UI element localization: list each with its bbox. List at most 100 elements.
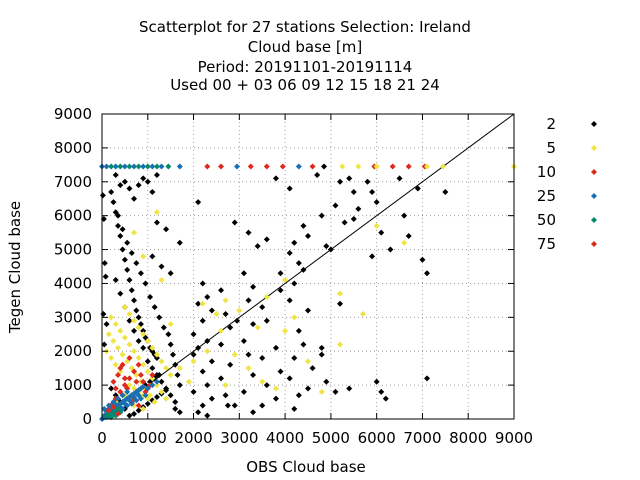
diagonal-line — [101, 113, 515, 420]
data-point — [373, 163, 380, 170]
data-point — [359, 310, 366, 317]
data-point — [350, 188, 357, 195]
legend-marker — [591, 193, 597, 199]
data-point — [144, 338, 151, 345]
data-point — [163, 395, 170, 402]
data-point — [234, 163, 241, 170]
data-point — [100, 310, 107, 317]
data-point — [115, 212, 122, 219]
data-point — [153, 163, 160, 170]
data-point — [401, 212, 408, 219]
data-point — [115, 405, 122, 412]
data-point — [204, 382, 211, 389]
data-point — [401, 239, 408, 246]
data-point — [102, 407, 109, 414]
data-point — [240, 270, 247, 277]
data-point — [167, 371, 174, 378]
data-point — [263, 317, 270, 324]
data-point — [218, 375, 225, 382]
data-point — [350, 216, 357, 223]
data-point — [144, 358, 151, 365]
data-point — [108, 385, 115, 392]
data-point — [140, 175, 147, 182]
x-tick-label: 0 — [97, 429, 107, 447]
data-point — [355, 205, 362, 212]
data-point — [117, 290, 124, 297]
data-point — [332, 388, 339, 395]
data-point — [272, 175, 279, 182]
data-point — [259, 378, 266, 385]
data-point — [158, 388, 165, 395]
data-point — [291, 355, 298, 361]
data-point — [140, 327, 147, 334]
data-point — [185, 378, 192, 385]
plot-frame — [101, 113, 515, 420]
data-point — [135, 402, 142, 409]
data-point — [195, 409, 202, 416]
data-point — [295, 392, 302, 399]
data-point — [112, 321, 119, 328]
data-point — [153, 172, 160, 178]
data-point — [195, 344, 202, 351]
data-point — [158, 263, 165, 270]
data-point — [140, 163, 147, 170]
data-point — [169, 351, 176, 358]
data-point — [115, 371, 122, 378]
data-point — [124, 385, 131, 392]
data-point — [355, 163, 362, 170]
data-point — [140, 383, 147, 390]
data-point — [286, 297, 293, 304]
data-point — [135, 314, 142, 321]
data-point — [156, 371, 163, 378]
data-point — [140, 331, 147, 338]
data-point — [204, 348, 211, 355]
data-point — [142, 392, 149, 399]
data-point — [305, 385, 311, 392]
y-tick-label: 0 — [82, 410, 92, 428]
data-point — [144, 385, 151, 392]
data-point — [126, 277, 133, 284]
x-tick-label: 9000 — [495, 429, 533, 447]
data-point — [231, 351, 238, 358]
data-point — [131, 195, 138, 202]
data-point — [291, 405, 298, 412]
data-point — [208, 395, 215, 402]
data-point — [176, 365, 183, 372]
data-point — [147, 392, 154, 399]
data-point — [153, 209, 160, 216]
data-point — [149, 253, 156, 260]
data-point — [396, 175, 403, 182]
data-point — [309, 365, 316, 372]
data-point — [131, 229, 138, 236]
title-line-2: Cloud base [m] — [248, 38, 362, 56]
y-tick-label: 7000 — [54, 173, 92, 191]
data-point — [144, 178, 151, 185]
x-tick-label: 7000 — [403, 429, 441, 447]
y-tick-label: 2000 — [54, 342, 92, 360]
data-point — [382, 395, 389, 402]
data-point — [277, 368, 284, 375]
data-point — [135, 182, 142, 189]
data-point — [167, 321, 174, 328]
data-point — [158, 378, 165, 385]
data-point — [153, 393, 160, 400]
x-tick-label: 1000 — [129, 429, 167, 447]
data-point — [190, 331, 197, 338]
grid-lines — [102, 114, 514, 419]
data-point — [300, 341, 307, 348]
data-point — [282, 327, 289, 334]
diagonal-layer — [101, 113, 515, 420]
data-point — [133, 307, 140, 314]
data-point — [204, 412, 211, 419]
data-point — [314, 172, 321, 178]
data-point — [245, 351, 252, 358]
data-point — [153, 378, 160, 385]
x-tick-label: 6000 — [358, 429, 396, 447]
cap-row — [99, 163, 517, 170]
data-point — [119, 226, 126, 233]
data-point — [373, 222, 380, 229]
data-point — [259, 355, 266, 361]
y-tick-label: 1000 — [54, 376, 92, 394]
data-point — [110, 378, 117, 385]
data-point — [110, 409, 117, 416]
